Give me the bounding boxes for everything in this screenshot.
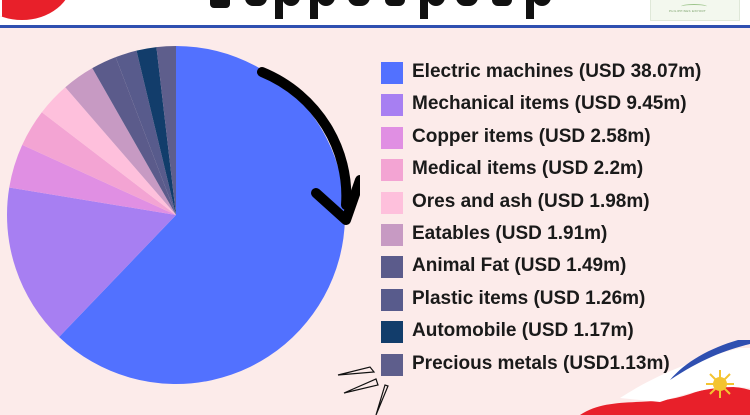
legend-item: Animal Fat (USD 1.49m) — [381, 252, 741, 280]
legend-swatch — [381, 191, 403, 214]
pie-slice-electric-machines — [59, 46, 345, 385]
title-glyph-bottoms — [210, 0, 551, 19]
legend-label: Copper items (USD 2.58m) — [412, 125, 651, 147]
pie-slice-ores-and-ash — [41, 87, 177, 215]
title-glyph — [427, 0, 445, 6]
pie-slice-medical-items — [22, 112, 177, 215]
legend-item: Precious metals (USD1.13m) — [381, 350, 741, 378]
legend-swatch — [381, 224, 403, 246]
legend-label: Precious metals (USD1.13m) — [412, 352, 670, 374]
flag-circle-white-band — [0, 0, 2, 20]
pie-slice-mechanical-items — [7, 187, 177, 337]
legend-label: Medical items (USD 2.2m) — [412, 158, 644, 180]
brand-logo: PHILIPPINES EXPORT — [650, 0, 740, 21]
legend-label: Electric machines (USD 38.07m) — [412, 61, 702, 82]
legend-item: Plastic items (USD 1.26m) — [381, 285, 741, 313]
legend-label: Mechanical items (USD 9.45m) — [412, 93, 687, 115]
legend-label: Plastic items (USD 1.26m) — [412, 287, 646, 309]
logo-swoosh-icon — [681, 4, 707, 9]
pie-slice-plastic-items — [115, 50, 176, 216]
pie-chart — [7, 46, 360, 385]
title-glyph — [282, 0, 300, 6]
legend-item: Automobile (USD 1.17m) — [381, 317, 741, 345]
title-glyph — [245, 0, 267, 6]
legend-item: Electric machines (USD 38.07m) — [381, 58, 741, 86]
legend-swatch — [381, 62, 403, 84]
legend-swatch — [381, 353, 403, 376]
legend-item: Medical items (USD 2.2m) — [381, 155, 741, 183]
pie-slice-copper-items — [9, 144, 177, 215]
title-glyph — [210, 0, 230, 8]
legend-item: Ores and ash (USD 1.98m) — [381, 188, 741, 216]
legend-swatch — [381, 288, 403, 311]
title-glyph — [533, 0, 551, 6]
legend-swatch — [381, 159, 403, 182]
logo-text: PHILIPPINES EXPORT — [669, 9, 707, 13]
legend-label: Automobile (USD 1.17m) — [412, 320, 634, 342]
legend-swatch — [381, 321, 403, 344]
pie-slice-eatables — [65, 68, 176, 215]
legend-label: Eatables (USD 1.91m) — [412, 223, 608, 244]
title-glyph — [317, 0, 335, 6]
header-band — [0, 0, 750, 26]
title-glyph — [275, 0, 283, 19]
legend-swatch — [381, 256, 403, 279]
legend-label: Animal Fat (USD 1.49m) — [412, 255, 627, 277]
pie-slice-animal-fat — [92, 57, 176, 216]
burst-lines-icon — [337, 366, 389, 415]
legend-swatch — [381, 94, 403, 117]
pie-slices — [7, 46, 345, 385]
header-rule — [0, 25, 750, 28]
pie-slice-automobile — [136, 47, 176, 215]
pie-slice-precious-metals — [156, 46, 176, 215]
title-glyph — [526, 0, 534, 19]
title-glyph — [310, 0, 318, 19]
title-glyph — [456, 0, 478, 6]
philippine-flag-wave-icon — [580, 340, 750, 415]
legend-item: Copper items (USD 2.58m) — [381, 123, 741, 151]
title-glyph — [348, 0, 370, 6]
legend-item: Mechanical items (USD 9.45m) — [381, 90, 741, 118]
curved-arrow-icon — [257, 67, 360, 225]
legend-swatch — [381, 126, 403, 149]
title-glyph — [385, 0, 405, 6]
title-fragment — [200, 0, 560, 20]
title-glyph — [420, 0, 428, 19]
title-glyph — [492, 0, 512, 6]
legend-item: Eatables (USD 1.91m) — [381, 220, 741, 248]
legend-label: Ores and ash (USD 1.98m) — [412, 190, 650, 212]
